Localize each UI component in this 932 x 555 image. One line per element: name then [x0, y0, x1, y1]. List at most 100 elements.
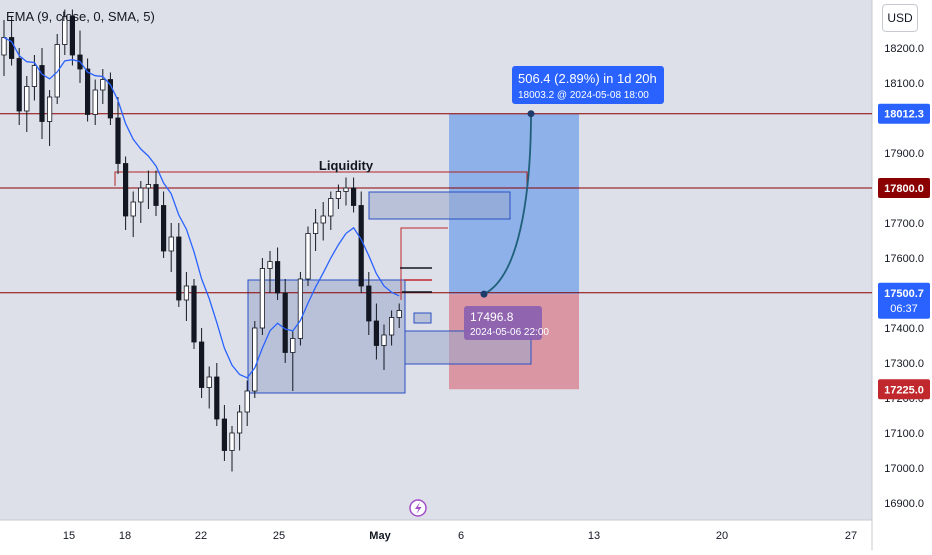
- candle-body[interactable]: [221, 418, 227, 451]
- time-tick-label: 18: [119, 530, 131, 542]
- candle-body[interactable]: [312, 222, 319, 234]
- candle-body[interactable]: [388, 317, 395, 336]
- candle-body[interactable]: [297, 278, 304, 339]
- price-axis-background: [872, 0, 932, 550]
- candle-body[interactable]: [328, 198, 334, 217]
- candle-body[interactable]: [85, 68, 91, 115]
- price-tick-label: 17900.0: [884, 148, 924, 160]
- entry-label-price: 17496.8: [470, 310, 514, 324]
- candle-body[interactable]: [130, 201, 136, 217]
- candle-body[interactable]: [16, 58, 22, 112]
- candle-body[interactable]: [145, 184, 151, 189]
- candle-body[interactable]: [252, 327, 258, 392]
- candle-body[interactable]: [62, 16, 68, 45]
- time-tick-label: 22: [195, 530, 207, 542]
- price-tick-label: 17600.0: [884, 253, 924, 265]
- target-point[interactable]: [527, 110, 535, 118]
- candle-body[interactable]: [290, 338, 296, 353]
- candle-body[interactable]: [39, 65, 45, 122]
- candle-body[interactable]: [176, 236, 182, 301]
- liquidity-label: Liquidity: [319, 158, 374, 173]
- countdown-tag: 06:37: [890, 303, 918, 315]
- supply-box[interactable]: [368, 191, 511, 220]
- time-tick-label: 27: [845, 530, 857, 542]
- candle-body[interactable]: [259, 268, 266, 329]
- candle-body[interactable]: [396, 310, 402, 318]
- candle-body[interactable]: [92, 89, 98, 115]
- target-label-line2: 18003.2 @ 2024-05-08 18:00: [518, 90, 649, 101]
- projection-curve[interactable]: [483, 113, 532, 295]
- candle-body[interactable]: [274, 261, 281, 294]
- price-tick-label: 17400.0: [884, 323, 924, 335]
- liquidity-bracket[interactable]: [114, 171, 528, 186]
- candle-body[interactable]: [350, 187, 357, 206]
- entry-point[interactable]: [480, 290, 488, 298]
- price-tick-label: 18200.0: [884, 43, 924, 55]
- candle-body[interactable]: [100, 79, 106, 91]
- target-label-line1: 506.4 (2.89%) in 1d 20h: [518, 71, 657, 86]
- time-tick-label: May: [369, 530, 391, 542]
- stop-price-tag-box[interactable]: [878, 379, 930, 400]
- candle-body[interactable]: [69, 16, 75, 56]
- candle-body[interactable]: [335, 191, 342, 199]
- current-price-tag: 17500.7: [884, 288, 924, 300]
- candle-body[interactable]: [198, 341, 205, 388]
- target-price-tag-box[interactable]: [878, 103, 930, 124]
- stop-price-tag: 17225.0: [884, 384, 924, 396]
- candle-body[interactable]: [115, 117, 121, 164]
- candle-body[interactable]: [282, 292, 288, 353]
- candle-body[interactable]: [244, 390, 250, 413]
- time-tick-label: 6: [458, 530, 464, 542]
- candle-body[interactable]: [8, 37, 15, 59]
- target-label-box[interactable]: [512, 66, 664, 104]
- candle-body[interactable]: [31, 65, 38, 87]
- currency-button[interactable]: USD: [882, 4, 918, 32]
- stop-bracket[interactable]: [400, 227, 448, 300]
- small-box-2[interactable]: [413, 312, 432, 324]
- ema-line[interactable]: [3, 36, 400, 379]
- candle-body[interactable]: [47, 96, 53, 122]
- candle-body[interactable]: [123, 163, 129, 217]
- indicator-label[interactable]: EMA (9, close, 0, SMA, 5): [6, 9, 155, 24]
- price-tick-label: 17700.0: [884, 218, 924, 230]
- candle-body[interactable]: [153, 184, 159, 206]
- candle-body[interactable]: [373, 320, 380, 346]
- candle-body[interactable]: [214, 376, 220, 420]
- current-price-tag-box[interactable]: [878, 282, 930, 319]
- candle-body[interactable]: [24, 86, 30, 112]
- entry-label-time: 2024-05-06 22:00: [470, 327, 549, 338]
- candle-body[interactable]: [229, 432, 235, 451]
- candle-body[interactable]: [305, 233, 311, 280]
- price-tick-label: 18100.0: [884, 78, 924, 90]
- candle-body[interactable]: [183, 285, 189, 301]
- price-tick-label: 17000.0: [884, 463, 924, 475]
- candle-body[interactable]: [54, 44, 60, 98]
- candle-body[interactable]: [320, 215, 326, 224]
- level-price-tag-box[interactable]: [878, 178, 930, 198]
- candle-body[interactable]: [343, 187, 349, 192]
- time-axis-background: [0, 520, 872, 550]
- candle-body[interactable]: [267, 261, 273, 269]
- level-price-tag: 17800.0: [884, 183, 924, 195]
- candle-body[interactable]: [366, 285, 372, 322]
- lightning-bolt-glyph: [415, 502, 422, 514]
- entry-label-box[interactable]: [464, 306, 542, 340]
- plot-background: [0, 0, 872, 520]
- candle-body[interactable]: [138, 187, 144, 203]
- candle-body[interactable]: [107, 79, 113, 119]
- candle-body[interactable]: [168, 236, 174, 252]
- time-tick-label: 15: [63, 530, 75, 542]
- candle-body[interactable]: [206, 376, 212, 388]
- candle-body[interactable]: [358, 205, 364, 287]
- candle-body[interactable]: [191, 285, 197, 343]
- price-tick-label: 17100.0: [884, 428, 924, 440]
- candle-body[interactable]: [236, 411, 243, 434]
- candle-body[interactable]: [160, 205, 167, 252]
- candle-body[interactable]: [381, 334, 387, 346]
- time-tick-label: 13: [588, 530, 600, 542]
- target-price-tag: 18012.3: [884, 109, 924, 121]
- price-tick-label: 16900.0: [884, 498, 924, 510]
- candle-body[interactable]: [1, 37, 7, 56]
